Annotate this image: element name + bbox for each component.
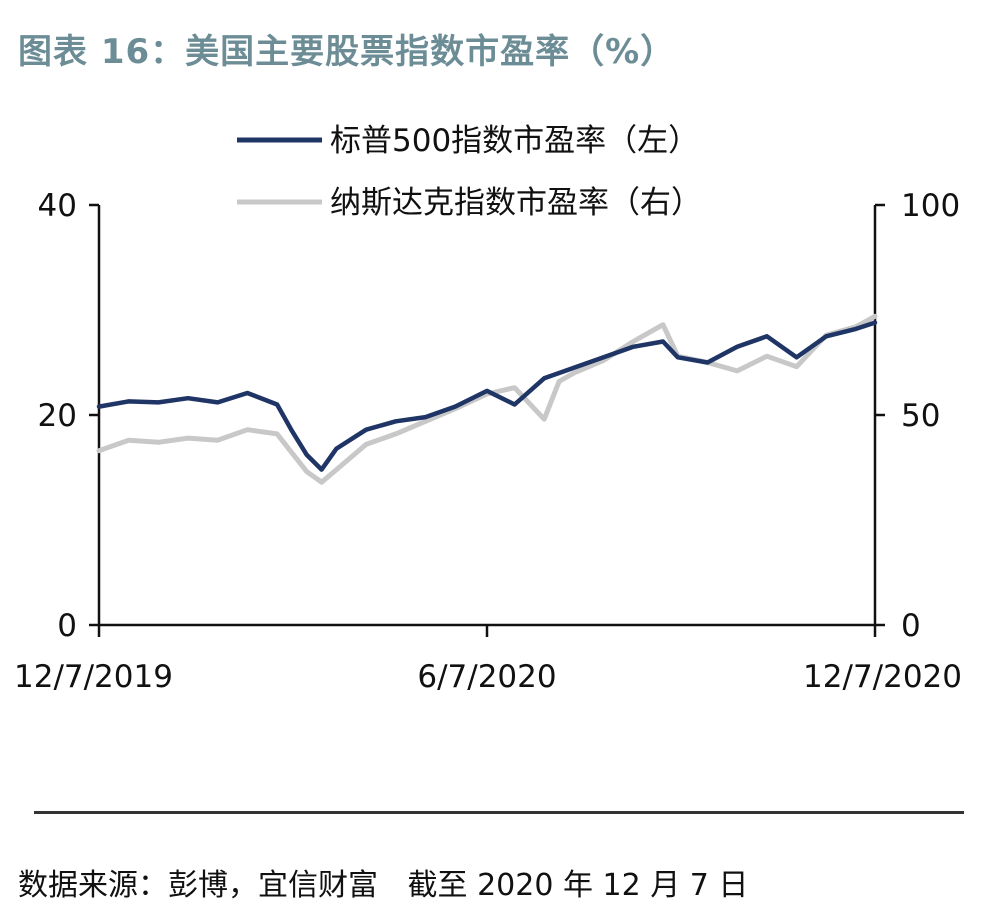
x-tick-label: 6/7/2020 [417, 659, 556, 695]
y-left-tick-label: 20 [38, 398, 77, 434]
series-line-1 [96, 320, 878, 472]
y-right-tick-label: 0 [901, 608, 921, 644]
series-lines [96, 313, 878, 485]
legend: 标普500指数市盈率（左） 纳斯达克指数市盈率（右） [237, 123, 702, 221]
x-tick-label: 12/7/2019 [14, 659, 173, 695]
y-left-tick-label: 0 [57, 608, 77, 644]
series-line-2 [96, 313, 878, 485]
axes: 0 20 40 0 50 100 12/7/2019 6/7/2020 12/7/2020 [14, 188, 962, 695]
x-tick-label: 12/7/2020 [803, 659, 962, 695]
source-note: 数据来源：彭博，宜信财富 截至 2020 年 12 月 7 日 [18, 860, 768, 904]
legend-label-2: 纳斯达克指数市盈率（右） [330, 185, 702, 221]
divider-line [34, 811, 964, 814]
chart-title: 图表 16：美国主要股票指数市盈率（%） [18, 32, 676, 72]
as-of-text: 截至 2020 年 12 月 7 日 [407, 868, 749, 903]
legend-label-1: 标普500指数市盈率（左） [330, 123, 699, 159]
source-text: 数据来源：彭博，宜信财富 [18, 868, 378, 903]
y-left-tick-label: 40 [38, 188, 77, 224]
chart-svg: 标普500指数市盈率（左） 纳斯达克指数市盈率（右） 0 20 40 0 50 100 12/… [14, 123, 962, 695]
y-right-tick-label: 50 [901, 398, 940, 434]
y-right-tick-label: 100 [901, 188, 960, 224]
